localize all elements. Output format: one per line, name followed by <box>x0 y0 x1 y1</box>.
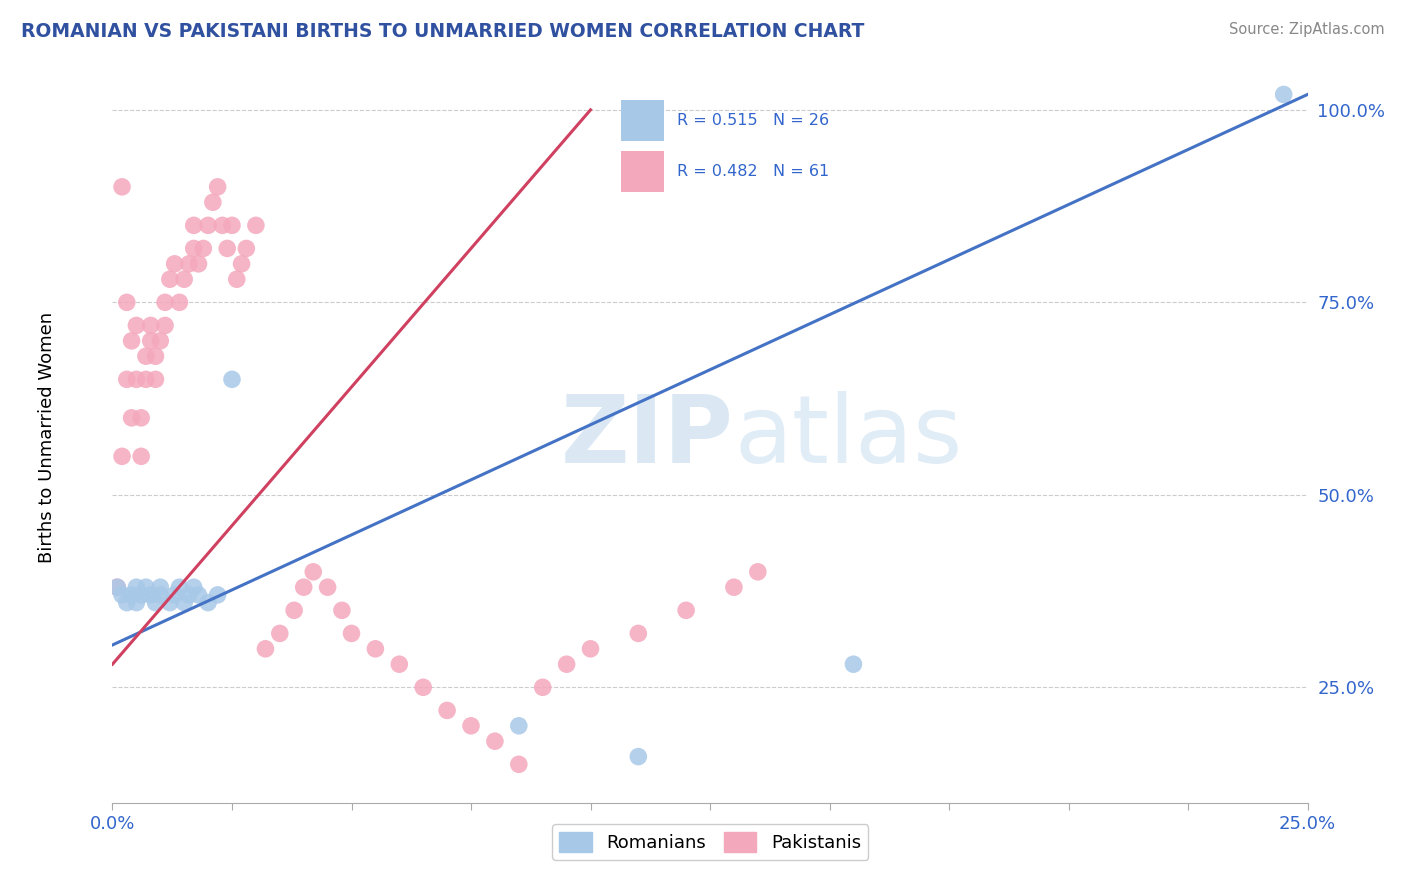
Point <box>177 588 200 602</box>
Point <box>125 580 148 594</box>
Point <box>340 626 363 640</box>
Point <box>254 641 277 656</box>
Text: ZIP: ZIP <box>561 391 734 483</box>
Point <box>225 272 247 286</box>
Point <box>207 179 229 194</box>
Point <box>508 757 530 772</box>
Point <box>330 603 353 617</box>
Point <box>579 641 602 656</box>
Point <box>121 334 143 348</box>
Point <box>139 334 162 348</box>
Point <box>163 257 186 271</box>
Point <box>842 657 865 672</box>
Legend: Romanians, Pakistanis: Romanians, Pakistanis <box>553 824 868 860</box>
Point <box>115 372 138 386</box>
Text: Source: ZipAtlas.com: Source: ZipAtlas.com <box>1229 22 1385 37</box>
Point <box>149 334 172 348</box>
Point <box>169 295 191 310</box>
Point <box>111 588 134 602</box>
Point <box>125 596 148 610</box>
Point <box>187 588 209 602</box>
Point <box>125 318 148 333</box>
Point <box>508 719 530 733</box>
Point <box>121 588 143 602</box>
Point <box>217 242 239 256</box>
Point <box>460 719 482 733</box>
Point <box>211 219 233 233</box>
Point <box>183 580 205 594</box>
Point <box>484 734 506 748</box>
Point <box>723 580 745 594</box>
Point <box>245 219 267 233</box>
Point <box>159 272 181 286</box>
Point <box>283 603 305 617</box>
Point <box>125 372 148 386</box>
Point <box>169 580 191 594</box>
Point <box>173 272 195 286</box>
Point <box>555 657 578 672</box>
Point <box>436 703 458 717</box>
Point <box>111 450 134 464</box>
Point <box>149 580 172 594</box>
Text: Births to Unmarried Women: Births to Unmarried Women <box>38 311 56 563</box>
Point <box>139 318 162 333</box>
Point <box>675 603 697 617</box>
Point <box>129 588 152 602</box>
Point <box>173 596 195 610</box>
Point <box>197 596 219 610</box>
Point <box>105 580 128 594</box>
Point <box>1272 87 1295 102</box>
Point <box>177 257 200 271</box>
Point <box>235 242 257 256</box>
Text: ROMANIAN VS PAKISTANI BIRTHS TO UNMARRIED WOMEN CORRELATION CHART: ROMANIAN VS PAKISTANI BIRTHS TO UNMARRIE… <box>21 22 865 41</box>
Text: atlas: atlas <box>734 391 962 483</box>
Point <box>269 626 291 640</box>
Point <box>135 580 157 594</box>
Point <box>364 641 387 656</box>
Point <box>121 410 143 425</box>
Point <box>747 565 769 579</box>
Point <box>221 372 243 386</box>
Point <box>115 596 138 610</box>
Point <box>627 749 650 764</box>
Point <box>183 242 205 256</box>
Point <box>135 372 157 386</box>
Point <box>197 219 219 233</box>
Point <box>231 257 253 271</box>
Point <box>388 657 411 672</box>
Point <box>145 372 167 386</box>
Point <box>153 318 176 333</box>
Point <box>139 588 162 602</box>
Point <box>135 349 157 363</box>
Point <box>302 565 325 579</box>
Point <box>183 219 205 233</box>
Point <box>187 257 209 271</box>
Point <box>201 195 224 210</box>
Point <box>531 681 554 695</box>
Point <box>163 588 186 602</box>
Point <box>145 349 167 363</box>
Point <box>207 588 229 602</box>
Point <box>412 681 434 695</box>
Point <box>221 219 243 233</box>
Point <box>145 596 167 610</box>
Point <box>627 626 650 640</box>
Point <box>129 410 152 425</box>
Point <box>115 295 138 310</box>
Point <box>149 588 172 602</box>
Point <box>129 450 152 464</box>
Point <box>105 580 128 594</box>
Point <box>193 242 215 256</box>
Point <box>292 580 315 594</box>
Point <box>316 580 339 594</box>
Point <box>153 295 176 310</box>
Point <box>159 596 181 610</box>
Point <box>111 179 134 194</box>
